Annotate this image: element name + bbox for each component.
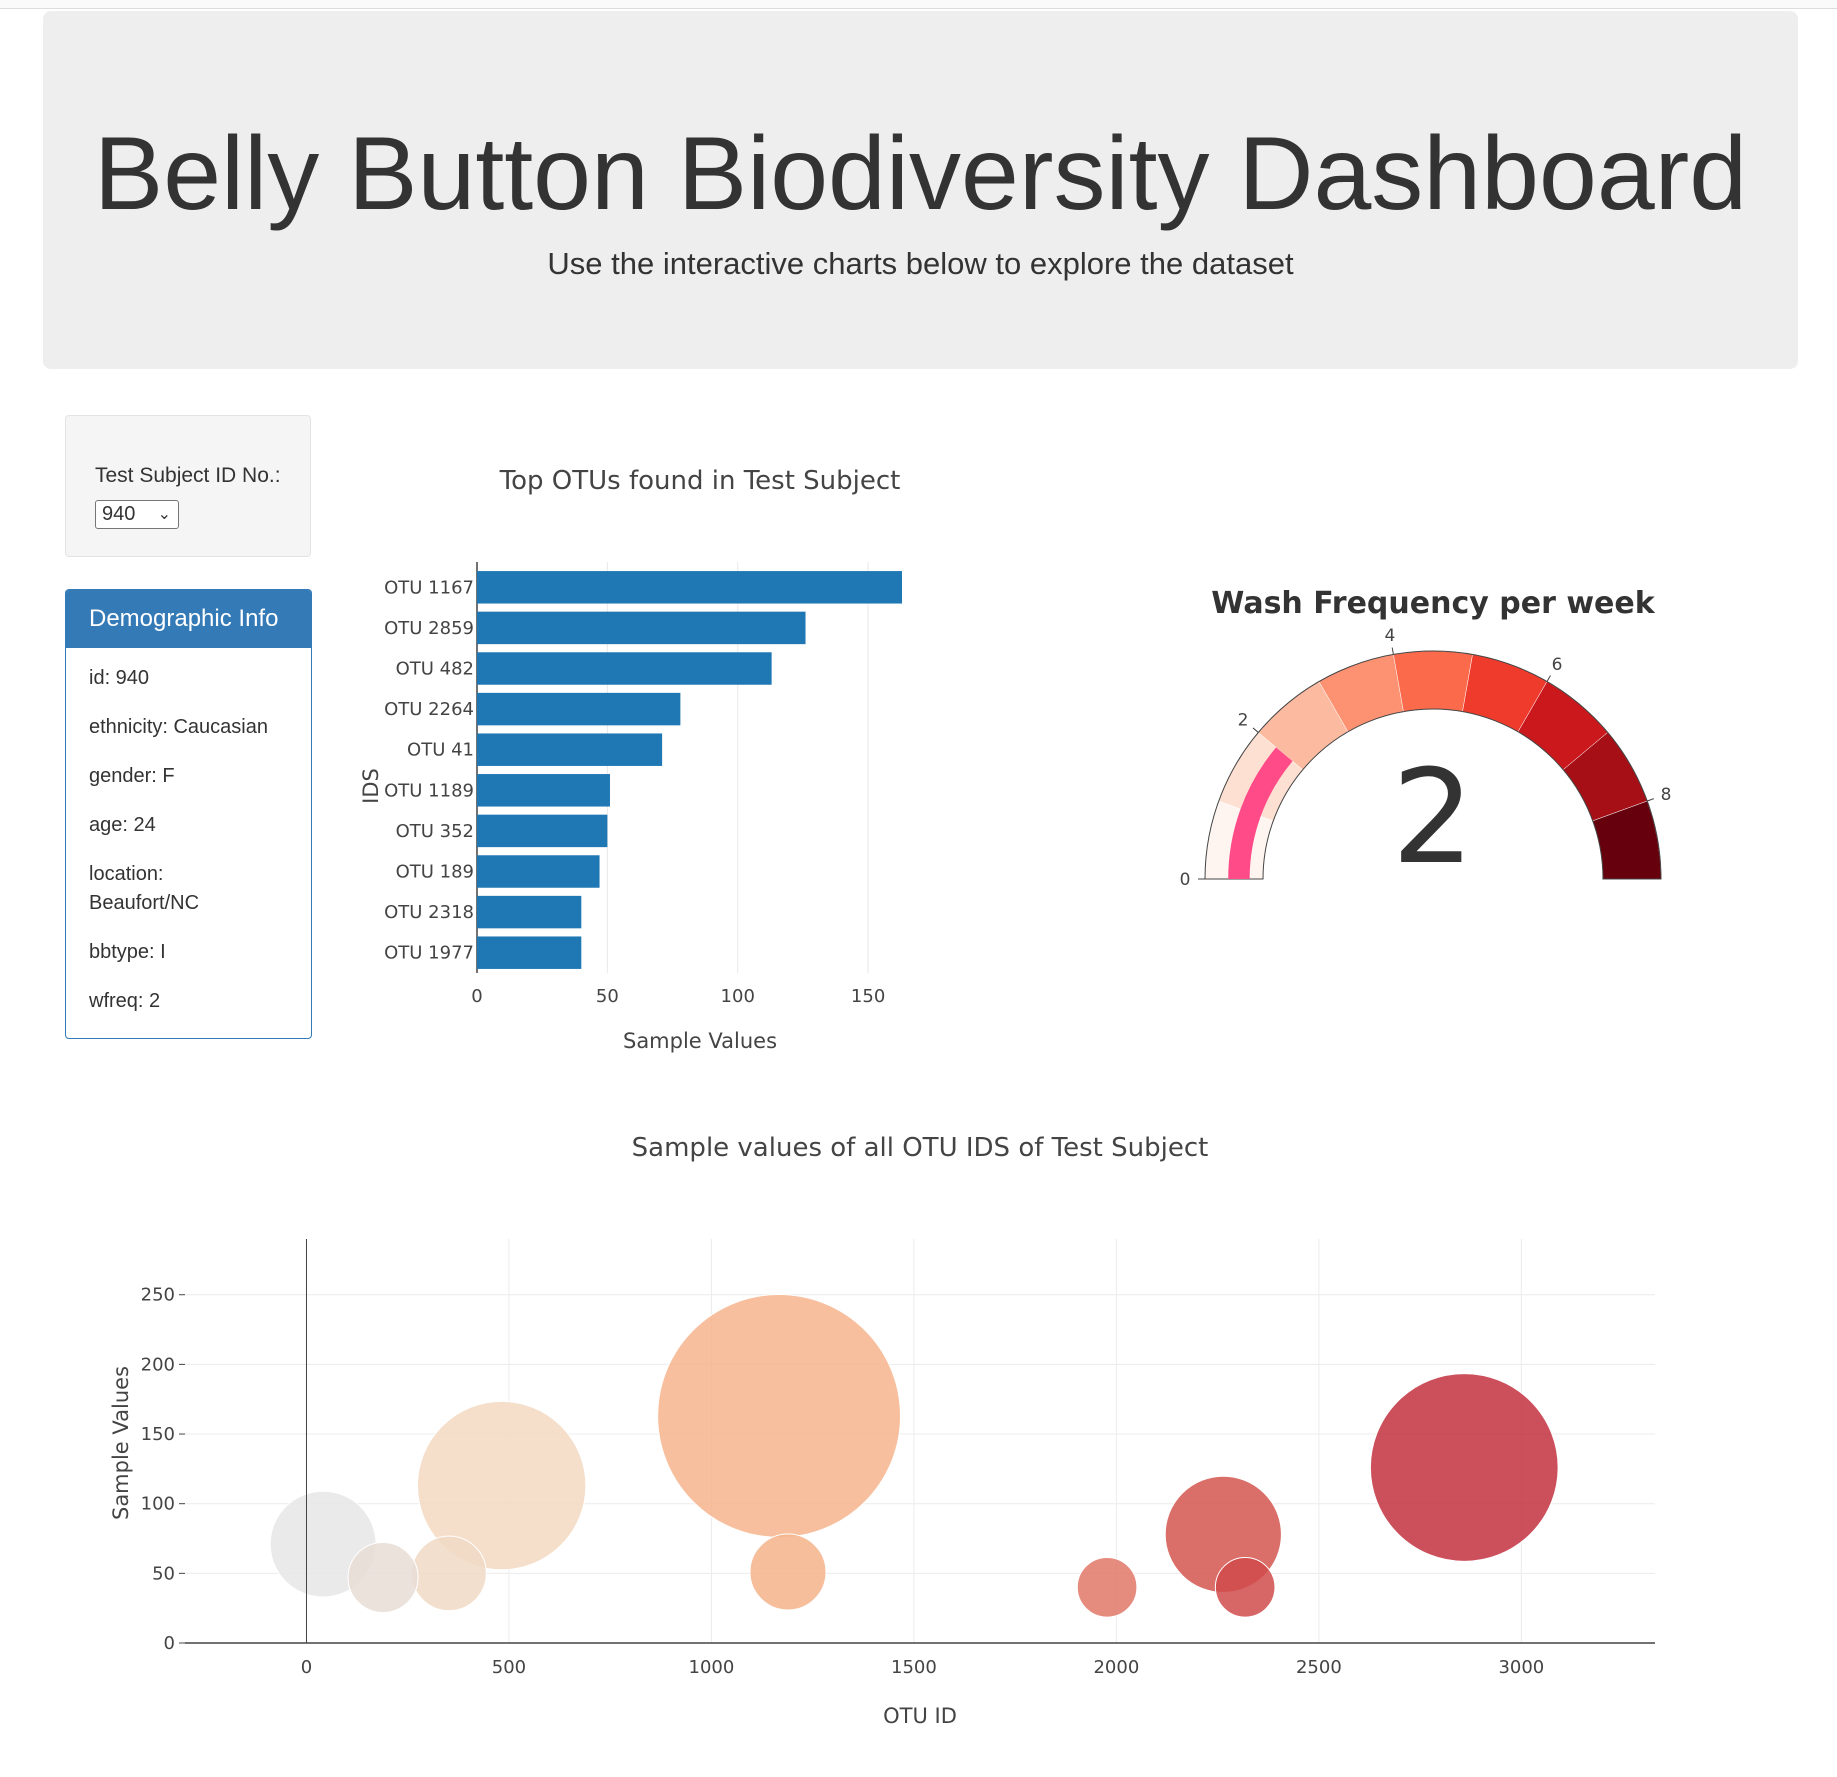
bar-y-tick-label: OTU 189 xyxy=(396,862,474,883)
bar-chart-xlabel: Sample Values xyxy=(623,1029,777,1053)
bubble[interactable] xyxy=(657,1293,902,1538)
bubble[interactable] xyxy=(1214,1556,1276,1618)
bar-y-tick-label: OTU 41 xyxy=(407,740,474,761)
bar-chart-ylabel: IDS xyxy=(359,768,383,804)
bar-x-tick-label: 0 xyxy=(471,986,482,1007)
bar-chart[interactable]: Top OTUs found in Test Subject OTU 1167 O… xyxy=(340,450,970,1070)
bubble-y-tick-label: 200 xyxy=(141,1354,175,1375)
demographic-item-bbtype: bbtype: I xyxy=(89,941,166,963)
demographic-item-location: location: Beaufort/NC xyxy=(89,863,200,914)
gauge-title: Wash Frequency per week xyxy=(1211,586,1655,621)
bubble[interactable] xyxy=(1369,1373,1559,1562)
bubble-chart-title: Sample values of all OTU IDS of Test Sub… xyxy=(632,1133,1209,1163)
gauge-value: 2 xyxy=(1392,741,1475,893)
bar-y-tick-label: OTU 2264 xyxy=(384,699,474,720)
gauge-tick-label: 0 xyxy=(1180,870,1191,890)
bubble[interactable] xyxy=(411,1535,487,1612)
chevron-down-icon: ⌄ xyxy=(157,506,171,523)
header-jumbotron: Belly Button Biodiversity Dashboard Use … xyxy=(43,11,1798,369)
bar[interactable] xyxy=(477,733,663,766)
bar[interactable] xyxy=(477,855,600,888)
bar-chart-title: Top OTUs found in Test Subject xyxy=(499,466,901,496)
demographic-panel-heading: Demographic Info xyxy=(66,590,311,648)
gauge-tick-label: 2 xyxy=(1238,711,1249,731)
bubble-x-tick-label: 3000 xyxy=(1498,1657,1544,1678)
bubble-x-tick-label: 500 xyxy=(492,1657,526,1678)
bubble-chart-ylabel: Sample Values xyxy=(109,1366,133,1520)
gauge-value-bar xyxy=(1228,747,1293,879)
page-subtitle: Use the interactive charts below to expl… xyxy=(547,246,1294,281)
bubble-x-tick-label: 2500 xyxy=(1296,1657,1342,1678)
subject-id-value: 940 xyxy=(102,503,136,525)
bar[interactable] xyxy=(477,652,772,685)
demographic-item-id: id: 940 xyxy=(89,667,150,689)
bubble[interactable] xyxy=(347,1542,419,1614)
bar-y-tick-label: OTU 2318 xyxy=(384,902,474,923)
demographic-panel: Demographic Info id: 940 ethnicity: Cauc… xyxy=(65,589,312,1039)
bar[interactable] xyxy=(477,895,582,929)
subject-selector-well: Test Subject ID No.: 940 ⌄ xyxy=(65,415,311,557)
gauge-outline xyxy=(1204,650,1662,880)
bubble[interactable] xyxy=(416,1400,587,1571)
bar[interactable] xyxy=(477,936,582,969)
bar[interactable] xyxy=(477,774,610,807)
bubble-y-tick-label: 250 xyxy=(141,1285,175,1306)
bar[interactable] xyxy=(477,571,902,604)
bar-y-tick-label: OTU 1977 xyxy=(384,943,474,964)
bar-y-tick-label: OTU 2859 xyxy=(384,618,474,639)
bar-x-tick-label: 100 xyxy=(721,986,755,1007)
gauge-tick-label: 6 xyxy=(1552,655,1563,675)
gauge-step xyxy=(1393,650,1473,712)
bar[interactable] xyxy=(477,692,681,726)
bubble-x-tick-label: 1500 xyxy=(891,1657,937,1678)
bubble-x-tick-label: 0 xyxy=(301,1657,312,1678)
bubble-y-tick-label: 150 xyxy=(141,1424,175,1445)
demographic-item-wfreq: wfreq: 2 xyxy=(89,990,161,1012)
bubble[interactable] xyxy=(1076,1556,1138,1618)
gauge-tick xyxy=(1546,675,1551,682)
demographic-panel-body: id: 940 ethnicity: Caucasian gender: F a… xyxy=(66,648,311,1016)
gauge-tick-label: 4 xyxy=(1385,626,1396,646)
demographic-item-age: age: 24 xyxy=(89,814,156,836)
demographic-item-gender: gender: F xyxy=(89,765,175,787)
page-title: Belly Button Biodiversity Dashboard xyxy=(93,116,1748,232)
subject-selector-label: Test Subject ID No.: xyxy=(95,464,281,487)
subject-id-select[interactable]: 940 ⌄ xyxy=(95,500,179,529)
demographic-item-ethnicity: ethnicity: Caucasian xyxy=(89,716,268,738)
bar[interactable] xyxy=(477,611,806,645)
bubble-y-tick-label: 50 xyxy=(152,1563,175,1584)
gauge-tick xyxy=(1647,798,1654,802)
gauge-chart[interactable]: Wash Frequency per week 0 2 4 6 8 2 xyxy=(1170,570,1690,900)
bar-x-tick-label: 150 xyxy=(851,986,885,1007)
bubble-y-tick-label: 0 xyxy=(164,1633,175,1654)
bar-y-tick-label: OTU 352 xyxy=(396,821,474,842)
bubble-x-tick-label: 1000 xyxy=(689,1657,735,1678)
bubble-y-tick-label: 100 xyxy=(141,1494,175,1515)
bar-y-tick-label: OTU 1167 xyxy=(384,577,474,598)
bar[interactable] xyxy=(477,814,608,848)
bubble-chart-xlabel: OTU ID xyxy=(883,1704,957,1728)
gauge-tick xyxy=(1391,647,1394,655)
bubble-chart[interactable]: Sample values of all OTU IDS of Test Sub… xyxy=(90,1125,1790,1745)
bar-x-tick-label: 50 xyxy=(596,986,619,1007)
browser-top-edge xyxy=(0,0,1837,9)
gauge-tick-label: 8 xyxy=(1661,785,1672,805)
bar-y-tick-label: OTU 1189 xyxy=(384,780,474,801)
bubble-x-tick-label: 2000 xyxy=(1093,1657,1139,1678)
bar-y-tick-label: OTU 482 xyxy=(396,659,474,680)
gauge-tick xyxy=(1252,727,1259,733)
bubble[interactable] xyxy=(749,1533,827,1611)
